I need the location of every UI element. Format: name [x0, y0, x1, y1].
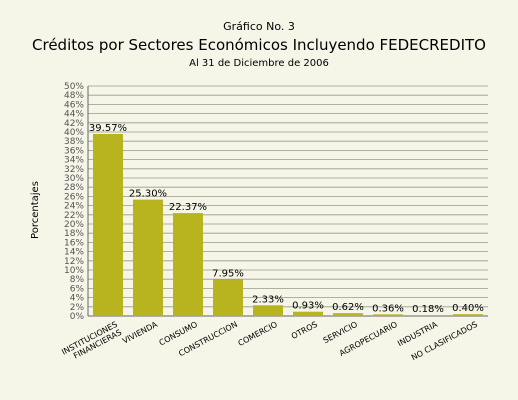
bar — [293, 311, 323, 316]
y-tick-label: 0% — [70, 312, 85, 322]
bar — [453, 314, 483, 316]
y-tick-label: 36% — [64, 146, 84, 156]
data-label: 0.36% — [372, 303, 404, 314]
chart-title: Créditos por Sectores Económicos Incluye… — [32, 36, 486, 54]
y-tick-label: 34% — [64, 156, 84, 166]
y-tick-label: 6% — [70, 284, 85, 294]
y-tick-label: 12% — [64, 257, 84, 267]
x-tick-label: OTROS — [290, 320, 319, 341]
bar — [373, 314, 403, 316]
y-tick-label: 8% — [70, 275, 85, 285]
y-tick-label: 50% — [64, 82, 84, 92]
y-tick-label: 40% — [64, 128, 84, 138]
bar — [413, 315, 443, 316]
y-tick-label: 30% — [64, 174, 84, 184]
bar — [133, 199, 163, 316]
y-tick-label: 4% — [70, 294, 85, 304]
bars — [93, 133, 483, 316]
chart-subtitle: Al 31 de Diciembre de 2006 — [189, 58, 329, 69]
data-label: 7.95% — [212, 268, 244, 279]
x-tick-label: VIVIENDA — [121, 320, 159, 346]
bar — [213, 279, 243, 316]
chart-supertitle: Gráfico No. 3 — [223, 20, 295, 33]
y-axis: 0%2%4%6%8%10%12%14%16%18%20%22%24%26%28%… — [64, 82, 84, 322]
y-tick-label: 28% — [64, 183, 84, 193]
y-tick-label: 32% — [64, 165, 84, 175]
y-tick-label: 24% — [64, 202, 84, 212]
data-labels: 39.57% 25.30%22.37% 7.95% 2.33% 0.93% 0.62% 0.… — [89, 123, 484, 315]
data-label: 22.37% — [169, 202, 207, 213]
data-label: 2.33% — [252, 294, 284, 305]
bar — [333, 313, 363, 316]
y-tick-label: 48% — [64, 91, 84, 101]
y-tick-label: 44% — [64, 110, 84, 120]
y-tick-label: 42% — [64, 119, 84, 129]
x-axis: INSTITUCIONESFINANCIERASVIVIENDACONSUMOC… — [60, 320, 479, 363]
y-tick-label: 20% — [64, 220, 84, 230]
bar — [253, 305, 283, 316]
bar — [173, 213, 203, 316]
y-tick-label: 18% — [64, 229, 84, 239]
y-tick-label: 38% — [64, 137, 84, 147]
data-label: 39.57% — [89, 123, 127, 134]
data-label: 25.30% — [129, 189, 167, 200]
y-tick-label: 14% — [64, 248, 84, 258]
data-label: 0.18% — [412, 304, 444, 315]
data-label: 0.40% — [452, 303, 484, 314]
y-tick-label: 26% — [64, 192, 84, 202]
data-label: 0.93% — [292, 301, 324, 312]
y-tick-label: 10% — [64, 266, 84, 276]
y-axis-label: Porcentajes — [30, 181, 41, 239]
x-tick-label: COMERCIO — [237, 320, 279, 348]
data-label: 0.62% — [332, 302, 364, 313]
x-tick-label: NO CLASIFICADOS — [410, 320, 479, 362]
y-tick-label: 22% — [64, 211, 84, 221]
bar — [93, 133, 123, 316]
y-tick-label: 2% — [70, 303, 85, 313]
y-tick-label: 16% — [64, 238, 84, 248]
y-tick-label: 46% — [64, 100, 84, 110]
